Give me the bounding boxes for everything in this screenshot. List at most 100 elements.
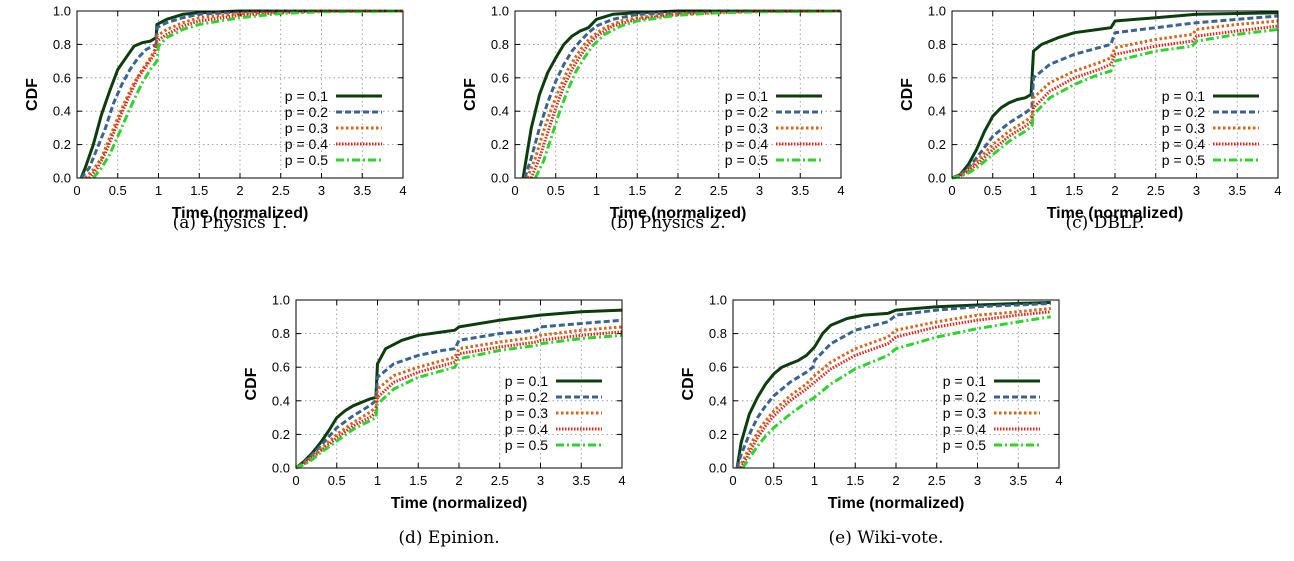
series-line [951,11,1279,180]
series-line [84,9,403,180]
y-axis-title: CDF [680,367,697,400]
series-line [79,9,403,179]
legend-label: p = 0.1 [505,373,548,389]
y-tick-label: 1.0 [709,293,727,308]
legend-label: p = 0.5 [505,437,548,453]
y-tick-label: 0.4 [272,393,290,408]
series-line [525,9,842,179]
legend-label: p = 0.2 [505,389,548,405]
x-tick-label: 3.5 [1228,183,1246,198]
series-line [88,9,403,179]
y-tick-label: 1.0 [272,293,290,308]
x-tick-label: 1.5 [1065,183,1083,198]
x-tick-label: 0.5 [765,473,783,488]
y-tick-label: 0.6 [491,70,509,85]
y-tick-label: 0.0 [491,171,509,186]
legend-label: p = 0.1 [1162,88,1205,104]
subfigure-caption: (b) Physics 2. [610,213,726,233]
x-tick-label: 2.5 [928,473,946,488]
legend-label: p = 0.2 [285,104,328,120]
y-tick-label: 0.2 [53,137,71,152]
legend-label: p = 0.1 [285,88,328,104]
x-tick-label: 0 [948,183,955,198]
x-tick-label: 2.5 [272,183,290,198]
y-tick-label: 0.6 [272,360,290,375]
legend-label: p = 0.5 [943,437,986,453]
x-tick-label: 3 [1193,183,1200,198]
plot-frame [295,299,623,469]
x-tick-label: 1.5 [409,473,427,488]
y-axis-title: CDF [462,78,479,111]
legend: p = 0.1p = 0.2p = 0.3p = 0.4p = 0.5 [943,373,1040,453]
plot-frame [951,10,1279,179]
series-line [295,308,623,470]
y-tick-label: 0.6 [928,70,946,85]
y-tick-label: 0.8 [491,37,509,52]
plot-frame [76,10,404,179]
series-line [951,19,1279,180]
y-tick-label: 0.6 [709,360,727,375]
series-line [738,306,1051,469]
x-tick-label: 1.5 [846,473,864,488]
y-axis-title: CDF [243,367,260,400]
legend-label: p = 0.1 [725,88,768,104]
x-tick-label: 0.5 [984,183,1002,198]
series-line [534,9,842,179]
x-tick-label: 1.5 [190,183,208,198]
plot-frame [732,299,1060,469]
series-line [295,318,623,470]
chart-panel: 0 0.5 1 1.5 2 2.5 3 3.5 4 0.0 0.2 0.4 0.6 0.8 1.0 p = 0… [243,293,626,549]
legend-label: p = 0.4 [943,421,986,437]
x-axis-title: Time (normalized) [828,495,965,512]
x-tick-label: 0.5 [109,183,127,198]
x-tick-label: 1 [1030,183,1037,198]
subfigure-caption: (e) Wiki-vote. [829,528,944,548]
x-axis-title: Time (normalized) [391,495,528,512]
series-line [295,333,623,470]
plot-frame [514,10,842,179]
x-axis-title: Time (normalized) [1047,205,1184,222]
series-line [735,301,1051,469]
subfigure-caption: (c) DBLP. [1066,213,1145,233]
x-tick-label: 3.5 [1009,473,1027,488]
x-tick-label: 3 [974,473,981,488]
legend-label: p = 0.4 [505,421,548,437]
x-tick-label: 3.5 [791,183,809,198]
chart-panel: 0 0.5 1 1.5 2 2.5 3 3.5 4 0.0 0.2 0.4 0.6 0.8 1.0 p = 0… [24,4,407,234]
legend-label: p = 0.5 [725,152,768,168]
legend: p = 0.1p = 0.2p = 0.3p = 0.4p = 0.5 [725,88,822,168]
legend-label: p = 0.4 [285,136,328,152]
legend-label: p = 0.1 [943,373,986,389]
series-line [951,14,1279,180]
chart-panel: 0 0.5 1 1.5 2 2.5 3 3.5 4 0.0 0.2 0.4 0.6 0.8 1.0 p = 0… [680,293,1063,549]
legend-label: p = 0.5 [1162,152,1205,168]
x-tick-label: 1 [374,473,381,488]
x-tick-label: 1 [811,473,818,488]
y-tick-label: 0.8 [272,326,290,341]
x-tick-label: 0 [511,183,518,198]
series-line [951,27,1279,180]
y-tick-label: 0.4 [491,104,509,119]
legend: p = 0.1p = 0.2p = 0.3p = 0.4p = 0.5 [285,88,382,168]
y-tick-label: 0.8 [53,37,71,52]
x-tick-label: 0 [729,473,736,488]
x-tick-label: 1 [155,183,162,198]
legend: p = 0.1p = 0.2p = 0.3p = 0.4p = 0.5 [1162,88,1259,168]
y-tick-label: 0.0 [272,461,290,476]
legend-label: p = 0.3 [943,405,986,421]
y-axis-title: CDF [899,78,916,111]
x-tick-label: 3.5 [572,473,590,488]
y-tick-label: 0.0 [709,461,727,476]
x-tick-label: 0.5 [547,183,565,198]
x-tick-label: 1 [593,183,600,198]
chart-panel: 0 0.5 1 1.5 2 2.5 3 3.5 4 0.0 0.2 0.4 0.6 0.8 1.0 p = 0… [462,4,845,234]
y-tick-label: 0.4 [928,104,946,119]
y-tick-label: 1.0 [491,4,509,19]
y-tick-label: 0.4 [709,393,727,408]
y-tick-label: 0.2 [928,137,946,152]
legend-label: p = 0.4 [1162,136,1205,152]
y-tick-label: 0.0 [928,171,946,186]
series-line [295,330,623,470]
y-tick-label: 1.0 [928,4,946,19]
